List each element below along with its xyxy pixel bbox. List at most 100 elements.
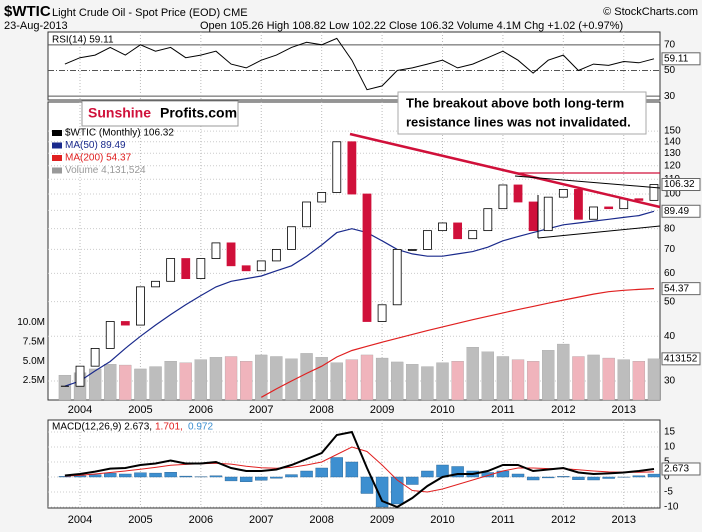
volume-bar <box>255 354 268 401</box>
candle <box>634 198 644 201</box>
value-badge: 89.49 <box>664 206 689 217</box>
volume-bar <box>451 361 464 401</box>
candle <box>362 193 372 322</box>
y-tick-label: 5 <box>664 457 670 468</box>
value-badge-box <box>661 178 701 192</box>
value-badge: 2.673 <box>664 464 689 475</box>
legend-label: MA(200) 54.37 <box>65 153 132 164</box>
volume-bar <box>58 374 72 401</box>
y-tick-label: 50 <box>664 65 676 76</box>
candle <box>392 249 402 306</box>
histogram-bar <box>602 476 615 479</box>
histogram-bar <box>632 475 646 478</box>
y-tick-label: 60 <box>664 268 676 279</box>
x-tick-label: 2010 <box>430 404 454 416</box>
x-tick-label: 2008 <box>309 404 333 416</box>
value-badge-box <box>661 462 701 476</box>
candle <box>105 321 115 349</box>
y-tick-label: 140 <box>664 136 681 147</box>
x-tick-label: 2009 <box>370 514 394 526</box>
candle <box>513 184 523 203</box>
candle <box>317 192 327 203</box>
volume-tick-label: 5.0M <box>23 356 45 367</box>
trend-line <box>537 225 661 239</box>
histogram-bar <box>164 472 177 478</box>
histogram-bar <box>345 461 359 478</box>
value-badge: 59.11 <box>664 53 689 64</box>
rsi-panel <box>47 31 661 101</box>
y-tick-label: 150 <box>664 126 681 137</box>
candle <box>483 208 493 232</box>
volume-bar <box>421 366 434 401</box>
value-badge: 54.37 <box>664 283 689 294</box>
histogram-bar <box>557 476 570 478</box>
volume-bar <box>406 364 419 401</box>
histogram-bar <box>511 473 525 478</box>
x-tick-label: 2012 <box>551 404 575 416</box>
callout-box <box>397 91 647 135</box>
x-tick-label: 2004 <box>68 514 92 526</box>
volume-bar <box>647 358 661 401</box>
histogram-bar <box>390 476 404 505</box>
candle <box>302 201 311 228</box>
y-tick-label: 70 <box>664 39 676 50</box>
volume-bar <box>270 356 283 401</box>
candle <box>438 222 447 232</box>
legend-swatch <box>52 155 62 161</box>
volume-bar <box>375 357 389 401</box>
volume-bar <box>602 357 615 401</box>
value-badge-box <box>661 204 701 218</box>
candle <box>211 242 221 259</box>
y-tick-label: 130 <box>664 148 681 159</box>
histogram-bar <box>526 476 540 481</box>
histogram-bar <box>134 472 147 478</box>
candle <box>498 184 508 210</box>
histogram-bar <box>104 472 117 478</box>
candle <box>271 249 281 262</box>
legend-label: 1.701, <box>155 422 183 433</box>
legend-swatch <box>52 142 62 149</box>
histogram-bar <box>58 476 72 478</box>
candle <box>528 201 538 232</box>
candle <box>377 304 387 322</box>
candle <box>196 258 206 280</box>
x-tick-label: 2007 <box>249 514 273 526</box>
x-tick-label: 2008 <box>309 514 333 526</box>
histogram-bar <box>587 476 600 481</box>
histogram-bar <box>315 467 328 478</box>
symbol: $WTIC <box>4 3 51 20</box>
volume-bar <box>466 347 479 401</box>
instrument-name: Light Crude Oil - Spot Price (EOD) CME <box>52 7 248 19</box>
ma-line <box>64 210 655 387</box>
volume-bar <box>240 361 253 401</box>
histogram-bar <box>647 473 661 478</box>
value-badge: 106.32 <box>664 179 695 190</box>
volume-bar <box>330 362 343 401</box>
candle <box>543 196 553 232</box>
candle <box>241 265 251 272</box>
macd-line <box>64 430 655 509</box>
x-tick-label: 2013 <box>612 404 636 416</box>
logo-text: Profits.com <box>160 105 237 121</box>
histogram-bar <box>119 473 132 478</box>
value-badge-box <box>661 282 701 296</box>
histogram-bar <box>481 472 495 478</box>
volume-bar <box>134 368 147 401</box>
trend-line <box>514 175 661 189</box>
volume-bar <box>88 368 102 401</box>
ma-line <box>261 288 655 398</box>
callout-text: The breakout above both long-term <box>406 95 624 110</box>
candle <box>468 230 478 240</box>
y-tick-label: 30 <box>664 91 676 102</box>
volume-bar <box>511 359 525 401</box>
legend-swatch <box>52 167 62 174</box>
x-tick-label: 2012 <box>551 514 575 526</box>
candle <box>151 280 160 288</box>
volume-tick-label: 10.0M <box>17 317 45 328</box>
candle <box>423 230 432 250</box>
histogram-bar <box>73 475 87 478</box>
candle <box>226 242 236 267</box>
histogram-bar <box>88 474 102 478</box>
volume-bar <box>104 364 117 401</box>
